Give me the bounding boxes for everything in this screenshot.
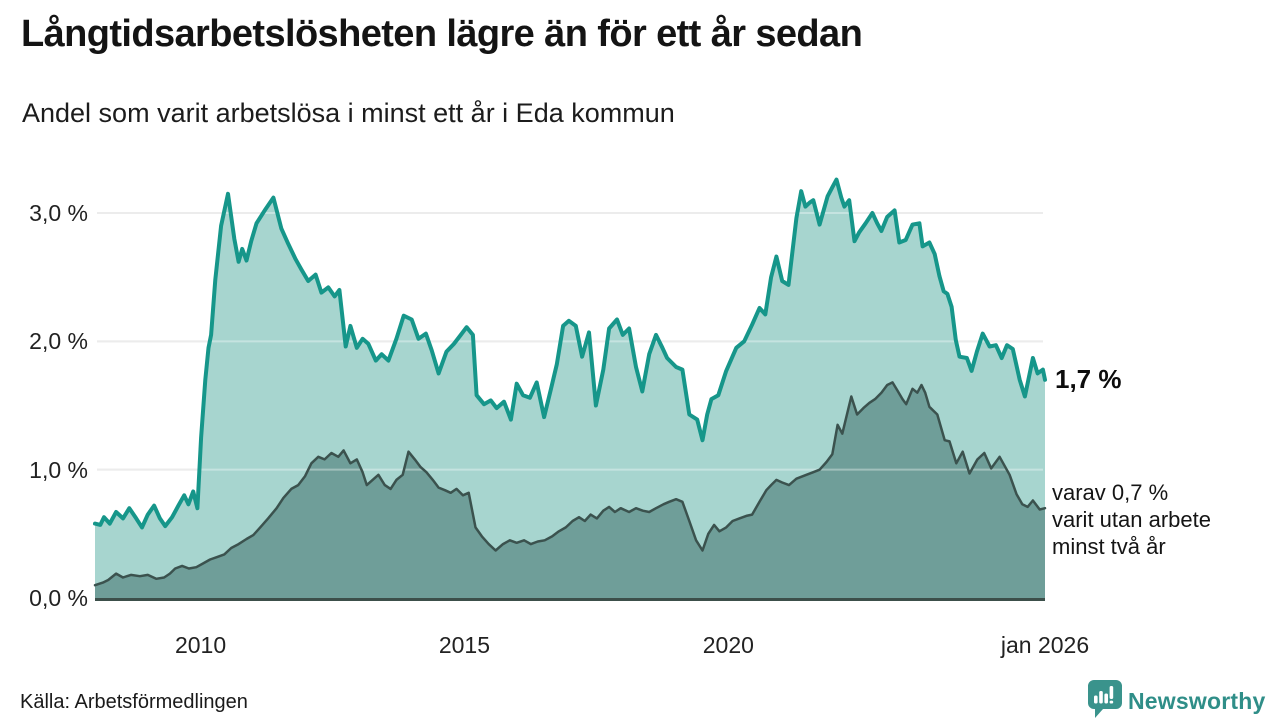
- y-tick-label: 2,0 %: [29, 328, 88, 355]
- x-tick-label: jan 2026: [1000, 632, 1090, 658]
- annotation-latest-sub: varav 0,7 % varit utan arbete minst två …: [1052, 479, 1211, 560]
- bar-icon: [1099, 691, 1103, 704]
- x-tick-label: 2010: [174, 632, 227, 658]
- newsworthy-brand-text: Newsworthy: [1128, 688, 1266, 714]
- annotation-latest-sub-line: varav 0,7 %: [1052, 480, 1169, 506]
- source-note: Källa: Arbetsförmedlingen: [20, 691, 248, 713]
- exclamation-icon: [1109, 686, 1114, 699]
- area-two-year-unemployed: [95, 382, 1045, 598]
- x-tick-label: 2015: [438, 632, 491, 658]
- newsworthy-logo[interactable]: Newsworthy: [1086, 679, 1266, 719]
- line-two-year-unemployed: [93, 381, 1047, 587]
- annotation-latest-sub-line: varit utan arbete: [1052, 507, 1211, 533]
- y-tick-label: 1,0 %: [29, 456, 88, 483]
- line-total-unemployed: [93, 177, 1047, 530]
- page-title: Långtidsarbetslösheten lägre än för ett …: [21, 13, 863, 55]
- exclamation-dot-icon: [1109, 700, 1114, 704]
- y-tick-label: 0,0 %: [29, 585, 88, 611]
- y-tick-label: 3,0 %: [29, 200, 88, 226]
- bar-icon: [1094, 695, 1098, 704]
- x-tick-label: 2020: [702, 632, 754, 658]
- annotation-latest-sub-line: minst två år: [1052, 534, 1166, 560]
- newsworthy-logo-icon: [1088, 680, 1122, 718]
- annotation-latest-total: 1,7 %: [1055, 363, 1122, 394]
- bar-icon: [1104, 693, 1108, 704]
- page-subtitle: Andel som varit arbetslösa i minst ett å…: [22, 98, 675, 128]
